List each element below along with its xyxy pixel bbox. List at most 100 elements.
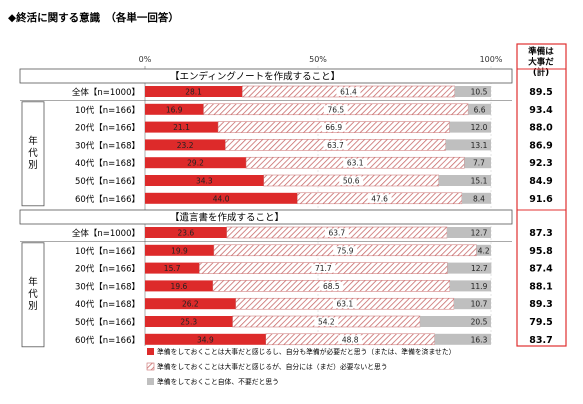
data-label: 34.3 bbox=[196, 177, 213, 186]
row-label: 50代【n=166】 bbox=[75, 317, 140, 328]
age-group-label-char: 年 bbox=[28, 135, 38, 147]
data-label: 4.2 bbox=[478, 246, 490, 255]
data-label: 47.6 bbox=[371, 194, 388, 203]
data-label-bg bbox=[338, 335, 363, 344]
data-label: 50.6 bbox=[343, 177, 360, 186]
bar-segment bbox=[145, 280, 213, 292]
row-label: 40代【n=168】 bbox=[75, 158, 140, 169]
total-header-text: 大事だ bbox=[528, 57, 554, 68]
bar-segment bbox=[145, 103, 204, 115]
chart-title: ◆終活に関する意識 （各単一回答） bbox=[8, 11, 179, 24]
data-label: 34.9 bbox=[197, 335, 214, 344]
data-label-bg bbox=[323, 140, 348, 150]
bar-segment bbox=[145, 175, 264, 186]
bar-segment bbox=[468, 103, 491, 115]
data-label-bg bbox=[336, 87, 361, 96]
row-label: 60代【n=166】 bbox=[75, 335, 140, 346]
row-label: 60代【n=166】 bbox=[75, 194, 140, 205]
total-value: 95.8 bbox=[529, 246, 553, 257]
data-label: 63.1 bbox=[336, 300, 353, 309]
age-group-box bbox=[21, 101, 45, 207]
section-title-box bbox=[19, 209, 513, 225]
section-title: 【エンディングノートを作成すること】 bbox=[170, 71, 340, 83]
data-label-bg bbox=[339, 176, 364, 185]
total-value: 92.3 bbox=[529, 158, 552, 169]
data-label: 63.7 bbox=[329, 229, 346, 238]
data-label: 8.4 bbox=[473, 194, 485, 203]
data-label: 76.5 bbox=[327, 105, 344, 114]
legend-swatch bbox=[147, 378, 154, 385]
data-label: 28.1 bbox=[185, 88, 202, 97]
data-label-bg bbox=[311, 264, 336, 273]
data-label: 15.1 bbox=[471, 177, 488, 186]
age-group-label-char: 代 bbox=[28, 289, 38, 300]
age-group-label-char: 別 bbox=[28, 160, 38, 171]
data-label: 7.7 bbox=[473, 159, 485, 168]
total-value: 89.3 bbox=[529, 299, 552, 310]
legend-swatch bbox=[146, 362, 155, 371]
data-label: 68.5 bbox=[323, 282, 340, 291]
total-header-text: (計) bbox=[533, 67, 549, 78]
bar-segment bbox=[420, 316, 491, 327]
row-label: 30代【n=168】 bbox=[75, 140, 140, 151]
row-label: 40代【n=168】 bbox=[75, 299, 140, 310]
data-label: 12.7 bbox=[471, 229, 488, 238]
total-value: 84.9 bbox=[529, 176, 552, 187]
bar-segment bbox=[145, 139, 226, 151]
bar-segment bbox=[145, 298, 236, 310]
bar-segment bbox=[145, 316, 233, 327]
total-value: 91.6 bbox=[529, 194, 553, 205]
row-label: 30代【n=168】 bbox=[75, 281, 140, 292]
age-group-box bbox=[21, 242, 45, 348]
legend-label: 準備をしておくことは大事だと感じるし、自分も準備が必要だと思う（または、準備を済… bbox=[157, 347, 455, 356]
section-title-box bbox=[19, 68, 513, 84]
row-label: 10代【n=166】 bbox=[75, 246, 140, 257]
data-label: 13.1 bbox=[471, 141, 488, 150]
bar-segment bbox=[434, 333, 491, 345]
data-label-bg bbox=[321, 123, 346, 132]
total-value: 83.7 bbox=[529, 335, 552, 346]
row-label: 全体【n=1000】 bbox=[72, 228, 140, 239]
data-label-bg bbox=[343, 158, 368, 168]
bar-segment bbox=[449, 121, 491, 133]
data-label: 16.9 bbox=[166, 105, 183, 114]
data-label: 12.7 bbox=[471, 264, 488, 273]
bar-segment bbox=[145, 157, 247, 169]
bar-segment bbox=[445, 139, 491, 151]
data-label: 11.9 bbox=[471, 282, 488, 291]
data-label: 26.2 bbox=[182, 300, 199, 309]
total-value: 87.3 bbox=[529, 228, 552, 239]
data-label-bg bbox=[319, 281, 344, 291]
total-value: 86.9 bbox=[529, 140, 552, 151]
data-label: 75.9 bbox=[337, 246, 354, 255]
section-title: 【遺言書を作成すること】 bbox=[170, 212, 284, 224]
legend-label: 準備をしておくこと自体、不要だと思う bbox=[157, 377, 279, 386]
bar-segment bbox=[476, 244, 491, 256]
data-label: 44.0 bbox=[213, 194, 230, 203]
data-label: 25.3 bbox=[180, 318, 197, 327]
bar-segment bbox=[145, 262, 200, 274]
bar-segment bbox=[145, 192, 298, 204]
x-tick-label: 50% bbox=[309, 55, 327, 64]
bar-segment bbox=[461, 192, 491, 204]
data-label-bg bbox=[332, 299, 357, 309]
bar-segment bbox=[145, 244, 214, 256]
x-tick-label: 100% bbox=[480, 55, 503, 64]
data-label: 19.6 bbox=[171, 282, 188, 291]
age-group-label-char: 代 bbox=[28, 148, 38, 159]
data-label: 21.1 bbox=[173, 123, 190, 132]
bar-segment bbox=[145, 121, 219, 133]
data-label-bg bbox=[367, 194, 392, 203]
data-label: 20.5 bbox=[471, 318, 488, 327]
total-value: 88.0 bbox=[529, 123, 553, 134]
total-column-box bbox=[516, 43, 567, 347]
data-label: 10.7 bbox=[471, 300, 488, 309]
bar-segment bbox=[145, 227, 227, 238]
total-value: 88.1 bbox=[529, 281, 552, 292]
total-header-text: 準備は bbox=[528, 46, 554, 57]
bar-segment bbox=[464, 157, 491, 169]
row-label: 20代【n=166】 bbox=[75, 264, 140, 275]
data-label: 16.3 bbox=[471, 335, 488, 344]
bar-segment bbox=[145, 333, 266, 345]
